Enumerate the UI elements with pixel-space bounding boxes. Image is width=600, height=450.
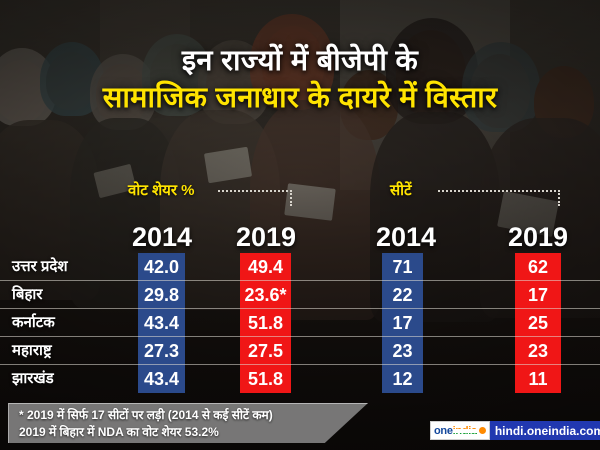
row-separator [0,364,600,365]
header-vote-2019: 2019 [235,222,297,252]
row-seats-2014: 22 [392,285,413,305]
table-row: उत्तर प्रदेश 42.0 49.4 71 62 [0,253,600,281]
row-seats-2019: 17 [527,285,549,305]
table-row: महाराष्ट्र 27.3 27.5 23 23 [0,337,600,365]
vote-share-bracket-tick [290,190,292,206]
row-vote-2014: 29.8 [143,285,180,305]
row-vote-2019: 51.8 [247,369,284,389]
row-state-name: कर्नाटक [12,314,55,331]
table-row: कर्नाटक 43.4 51.8 17 25 [0,309,600,337]
seats-bracket-line [438,190,560,192]
row-vote-2014: 43.4 [143,313,180,333]
vote-share-bracket-line [218,190,292,192]
column-band-vote-2019 [240,253,291,393]
row-separator [0,280,600,281]
row-seats-2019: 62 [527,257,549,277]
row-seats-2019: 23 [527,341,549,361]
row-vote-2014: 42.0 [143,257,180,277]
row-seats-2019: 11 [528,369,548,389]
header-seats-2019: 2019 [507,222,569,252]
group-label-seats: सीटें [390,182,412,199]
row-state-name: बिहार [12,286,43,303]
row-seats-2014: 23 [392,341,413,361]
footnote-line-1: * 2019 में सिर्फ 17 सीटों पर लड़ी (2014 … [19,408,273,422]
logo-text-india: india [452,424,477,437]
row-seats-2014: 12 [392,369,413,389]
column-band-seats-2019 [515,253,561,393]
title-line-2: सामाजिक जनाधार के दायरे में विस्तार [102,82,498,115]
row-vote-2019: 49.4 [247,257,284,277]
row-vote-2019: 27.5 [247,341,284,361]
seats-bracket-tick [558,190,560,206]
row-seats-2019: 25 [527,313,549,333]
row-separator [0,336,600,337]
footnote-banner: * 2019 में सिर्फ 17 सीटों पर लड़ी (2014 … [8,403,368,443]
logo-text-one: one [434,424,453,437]
row-vote-2014: 27.3 [143,341,180,361]
page-title: इन राज्यों में बीजेपी के सामाजिक जनाधार … [0,44,600,115]
row-separator [0,308,600,309]
data-table: उत्तर प्रदेश 42.0 49.4 71 62 बिहार 29.8 … [0,253,600,393]
title-line-1: इन राज्यों में बीजेपी के [181,45,419,77]
column-band-vote-2014 [138,253,185,393]
row-state-name: झारखंड [12,370,54,387]
logo-dot-icon [478,427,486,434]
oneindia-logo: one india [430,421,490,440]
table-row: बिहार 29.8 23.6* 22 17 [0,281,600,309]
header-seats-2014: 2014 [375,222,437,252]
row-vote-2019: 51.8 [247,313,284,333]
header-vote-2014: 2014 [131,222,193,252]
footnote-line-2: 2019 में बिहार में NDA का वोट शेयर 53.2% [19,425,219,439]
row-seats-2014: 17 [392,313,413,333]
row-vote-2019: 23.6* [244,285,287,305]
column-band-seats-2014 [382,253,423,393]
branding: one india hindi.oneindia.com [430,421,600,440]
row-state-name: महाराष्ट्र [12,342,52,359]
row-vote-2014: 43.4 [143,369,180,389]
group-label-vote-share: वोट शेयर % [128,182,195,199]
site-url: hindi.oneindia.com [489,421,600,440]
row-seats-2014: 71 [392,257,413,277]
table-row: झारखंड 43.4 51.8 12 11 [0,365,600,393]
row-state-name: उत्तर प्रदेश [12,258,68,275]
